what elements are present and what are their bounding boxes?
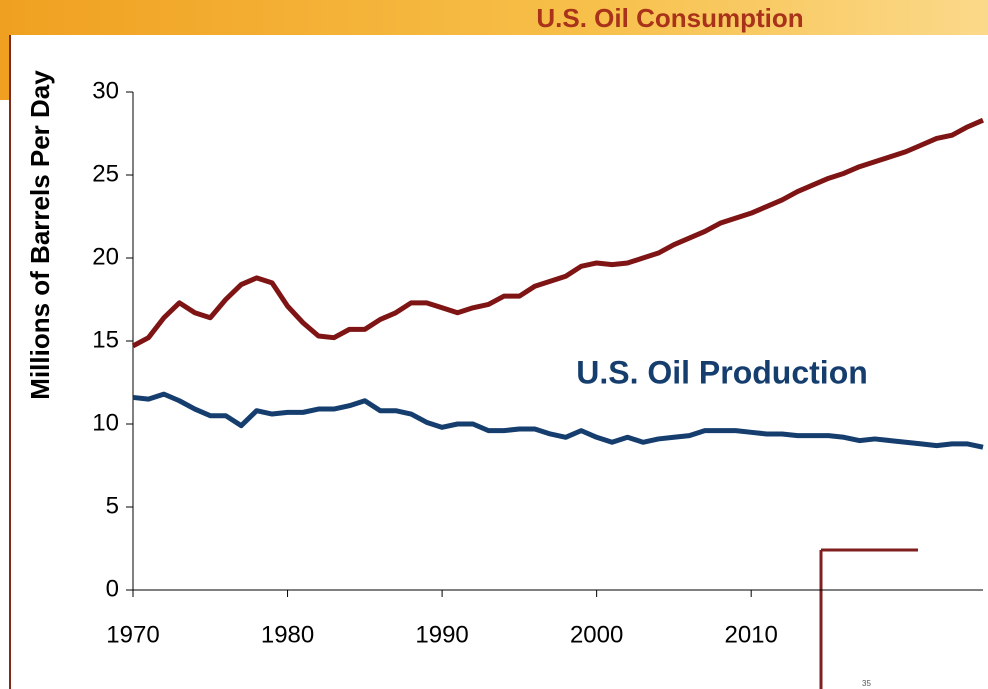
series-label: U.S. Oil Production <box>576 354 868 390</box>
series-line <box>132 391 984 450</box>
x-tick-label: 2010 <box>724 621 777 648</box>
x-tick-label: 1970 <box>106 621 159 648</box>
y-tick-label: 10 <box>92 409 119 436</box>
header-band-side <box>0 0 10 100</box>
y-tick-label: 25 <box>92 160 119 187</box>
y-tick-label: 20 <box>92 243 119 270</box>
series-label: U.S. Oil Consumption <box>536 3 803 33</box>
y-tick-label: 5 <box>106 492 119 519</box>
y-tick-label: 15 <box>92 326 119 353</box>
y-tick-label: 0 <box>106 575 119 602</box>
x-tick-label: 1980 <box>261 621 314 648</box>
inset-box: 35 <box>819 548 918 689</box>
header-band <box>0 0 988 35</box>
y-tick-label: 30 <box>92 77 119 104</box>
x-tick-label: 1990 <box>415 621 468 648</box>
y-axis-label: Millions of Barrels Per Day <box>25 70 55 400</box>
x-tick-label: 2000 <box>570 621 623 648</box>
series-line <box>131 117 984 349</box>
inset-label: 35 <box>862 679 871 688</box>
